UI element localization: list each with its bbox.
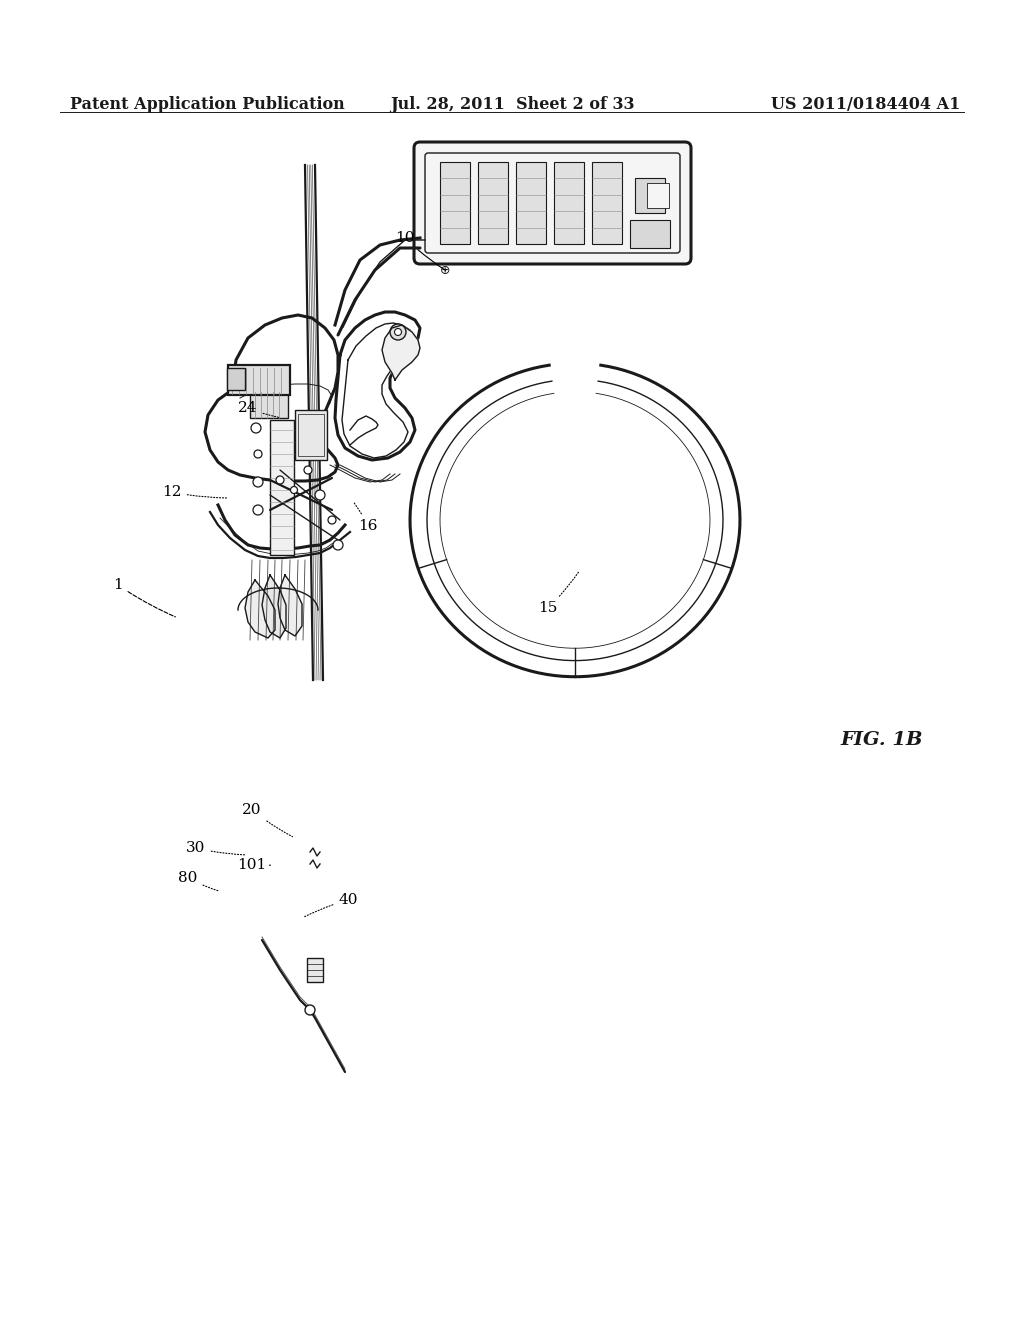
Circle shape (394, 329, 401, 335)
Text: FIG. 1B: FIG. 1B (840, 731, 923, 748)
Text: 30: 30 (186, 841, 245, 855)
Bar (250, 389, 288, 418)
Circle shape (315, 490, 325, 500)
Bar (592, 162, 622, 244)
Text: 40: 40 (304, 894, 357, 917)
Polygon shape (278, 576, 302, 636)
Text: US 2011/0184404 A1: US 2011/0184404 A1 (771, 96, 961, 114)
Circle shape (251, 422, 261, 433)
Bar (228, 366, 290, 395)
Text: 12: 12 (162, 484, 227, 499)
Text: 101: 101 (238, 858, 272, 873)
Bar (270, 420, 294, 554)
Polygon shape (262, 576, 286, 638)
Circle shape (328, 516, 336, 524)
Circle shape (291, 487, 298, 494)
Polygon shape (245, 579, 275, 638)
FancyBboxPatch shape (414, 143, 691, 264)
Text: 15: 15 (539, 573, 579, 615)
Circle shape (333, 540, 343, 550)
Circle shape (253, 477, 263, 487)
Bar (516, 162, 546, 244)
Circle shape (276, 477, 284, 484)
Bar (554, 162, 584, 244)
Bar (647, 183, 669, 209)
Text: 10: 10 (395, 231, 445, 271)
Circle shape (390, 323, 406, 341)
Bar (635, 178, 665, 213)
Bar (307, 958, 323, 982)
Bar (295, 411, 327, 459)
Text: 80: 80 (178, 871, 219, 891)
Polygon shape (382, 325, 420, 380)
Text: 24: 24 (239, 401, 280, 417)
Text: 16: 16 (353, 502, 378, 533)
Circle shape (304, 466, 312, 474)
Text: 1: 1 (113, 578, 175, 616)
Bar (630, 220, 670, 248)
Circle shape (253, 506, 263, 515)
Circle shape (305, 1005, 315, 1015)
Bar (298, 414, 324, 455)
Text: 20: 20 (243, 803, 293, 837)
Circle shape (254, 450, 262, 458)
Text: Jul. 28, 2011  Sheet 2 of 33: Jul. 28, 2011 Sheet 2 of 33 (390, 96, 634, 114)
Text: Patent Application Publication: Patent Application Publication (70, 96, 345, 114)
Bar (478, 162, 508, 244)
Bar (227, 368, 245, 389)
Bar (440, 162, 470, 244)
Text: ⊕: ⊕ (439, 264, 451, 276)
